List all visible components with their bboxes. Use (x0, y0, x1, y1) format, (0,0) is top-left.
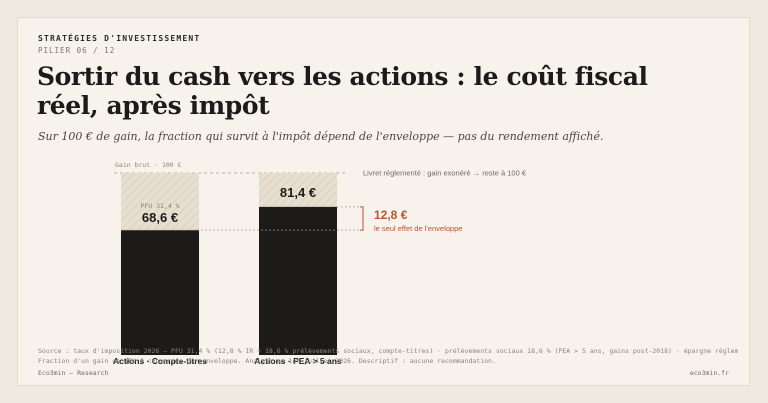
category-label: Actions · PEA > 5 ans (254, 356, 342, 366)
bar-value-label: 81,4 € (280, 185, 316, 200)
bar-value-label: 68,6 € (142, 210, 178, 225)
tax-label: PFU 31,4 % (140, 202, 179, 210)
source-line-2: Fraction d'un gain de 100 € conservée pa… (38, 357, 496, 365)
kicker: STRATÉGIES D'INVESTISSEMENT (38, 34, 201, 43)
difference-value: 12,8 € (374, 208, 408, 222)
source-note: Source : taux d'imposition 2026 — PFU 31… (38, 346, 738, 366)
chart: Gain brut · 100 € Livret réglementé : gai… (113, 161, 527, 366)
bar-net (121, 230, 199, 355)
category-label: Actions · Compte-titres (113, 356, 207, 366)
bar-tax (259, 173, 337, 207)
page-title: Sortir du cash vers les actions : le coû… (37, 62, 648, 120)
bar-tax (121, 173, 199, 231)
site-link[interactable]: eco3min.fr (689, 369, 729, 377)
brand-label: Eco3min — Research (38, 369, 109, 377)
subtitle: Sur 100 € de gain, la fraction qui survi… (38, 130, 604, 143)
bar-net (259, 206, 337, 355)
card: STRATÉGIES D'INVESTISSEMENT PILIER 06 / … (17, 17, 750, 386)
difference-note: le seul effet de l'enveloppe (374, 224, 462, 233)
difference-bracket (360, 206, 364, 231)
source-line-1: Source : taux d'imposition 2026 — PFU 31… (38, 347, 738, 355)
reference-label: Gain brut · 100 € (115, 161, 182, 169)
reference-note: Livret réglementé : gain exonéré → reste… (363, 169, 527, 178)
pillar-label: PILIER 06 / 12 (38, 46, 116, 55)
